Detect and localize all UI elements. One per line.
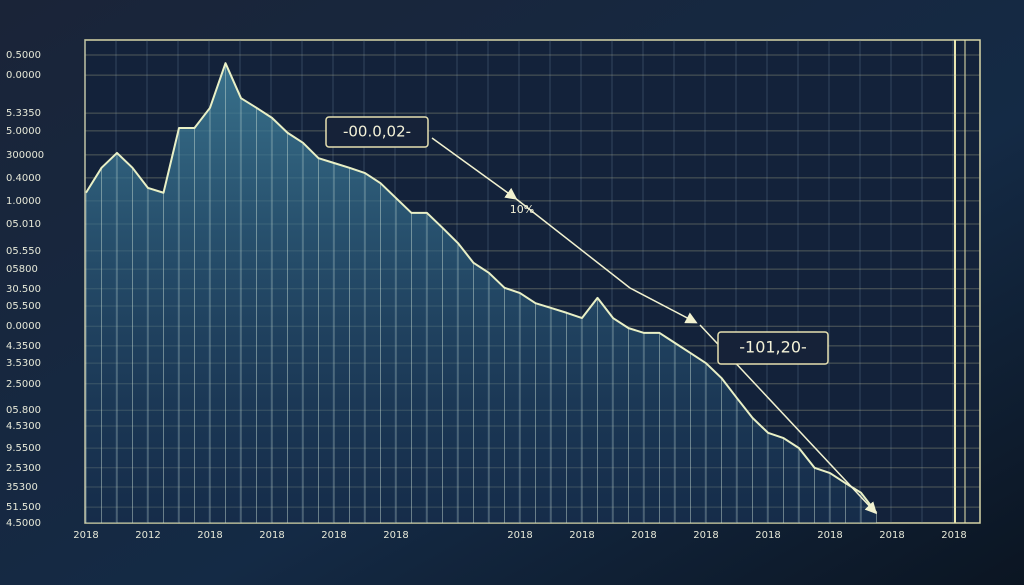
arrow bbox=[431, 137, 518, 200]
x-tick-label: 2018 bbox=[569, 530, 594, 541]
x-tick-label: 2018 bbox=[879, 530, 904, 541]
plot-layer bbox=[85, 54, 980, 524]
y-tick-label: 05.800 bbox=[6, 405, 41, 416]
y-tick-label: 35300 bbox=[6, 482, 38, 493]
x-tick-label: 2018 bbox=[817, 530, 842, 541]
x-tick-label: 2012 bbox=[135, 530, 160, 541]
y-tick-label: 4.5300 bbox=[6, 421, 41, 432]
y-tick-label: 30.500 bbox=[6, 284, 41, 295]
y-tick-label: 4.5000 bbox=[6, 518, 41, 529]
x-tick-label: 2018 bbox=[755, 530, 780, 541]
line bbox=[85, 62, 878, 514]
y-tick-label: 3.5300 bbox=[6, 358, 41, 369]
y-tick-label: 5.0000 bbox=[6, 126, 41, 137]
y-tick-label: 5.3350 bbox=[6, 108, 41, 119]
y-tick-label: 05.550 bbox=[6, 246, 41, 257]
x-tick-label: 2018 bbox=[259, 530, 284, 541]
x-tick-label: 2018 bbox=[73, 530, 98, 541]
arrow bbox=[629, 287, 698, 324]
x-tick-label: 2018 bbox=[693, 530, 718, 541]
y-tick-label: 300000 bbox=[6, 150, 44, 161]
y-tick-label: 05.010 bbox=[6, 219, 41, 230]
x-tick-label: 2018 bbox=[507, 530, 532, 541]
y-tick-label: 0.0000 bbox=[6, 70, 41, 81]
y-tick-label: 9.5500 bbox=[6, 443, 41, 454]
y-tick-label: 2.5300 bbox=[6, 463, 41, 474]
y-tick-label: 0.0000 bbox=[6, 321, 41, 332]
x-tick-label: 2018 bbox=[321, 530, 346, 541]
y-tick-label: 05.500 bbox=[6, 301, 41, 312]
y-tick-label: 05800 bbox=[6, 264, 38, 275]
y-tick-label: 4.3500 bbox=[6, 341, 41, 352]
annotation: -101,20- bbox=[739, 338, 807, 357]
y-tick-label: 0.5000 bbox=[6, 50, 41, 61]
annotation-box bbox=[325, 116, 429, 148]
y-tick-label: 2.5000 bbox=[6, 379, 41, 390]
y-tick-label: 1.0000 bbox=[6, 196, 41, 207]
annotation: 10% bbox=[510, 203, 534, 216]
y-tick-label: 0.4000 bbox=[6, 173, 41, 184]
x-tick-label: 2018 bbox=[631, 530, 656, 541]
arrow bbox=[514, 197, 631, 289]
annotation-box bbox=[717, 331, 829, 365]
x-tick-label: 2018 bbox=[941, 530, 966, 541]
x-tick-label: 2018 bbox=[383, 530, 408, 541]
x-tick-label: 2018 bbox=[197, 530, 222, 541]
annotation: -00.0,02- bbox=[343, 123, 411, 141]
area-fill bbox=[86, 63, 877, 523]
y-tick-label: 51.500 bbox=[6, 502, 41, 513]
